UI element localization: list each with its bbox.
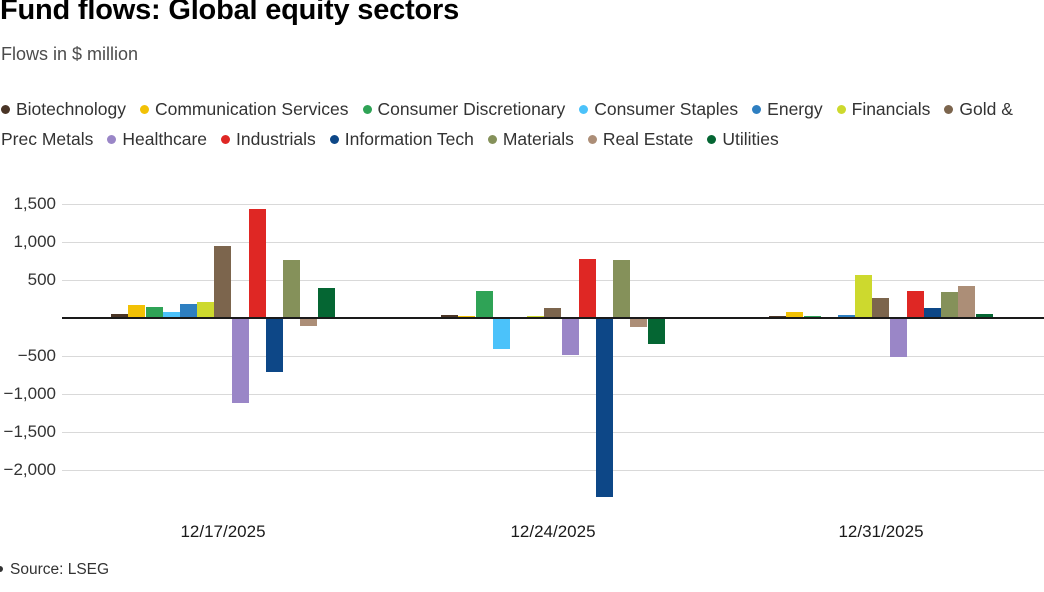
bar-gold-prec-metals-12-31-2025 <box>872 297 890 318</box>
legend-label: Financials <box>851 99 931 119</box>
bar-biotechnology-12-24-2025 <box>441 314 459 318</box>
bar-healthcare-12-24-2025 <box>561 319 579 355</box>
legend-item-consumer-staples: Consumer Staples <box>579 99 738 119</box>
legend-item-utilities: Utilities <box>707 129 779 149</box>
bar-financials-12-17-2025 <box>197 301 215 318</box>
legend-dot-icon <box>944 105 954 114</box>
bar-gold-prec-metals-12-24-2025 <box>544 307 562 318</box>
legend-label: Information Tech <box>344 129 474 149</box>
x-axis-tick-label: 12/24/2025 <box>510 522 596 541</box>
legend-item-industrials: Industrials <box>221 129 316 149</box>
bar-consumer-discretionary-12-17-2025 <box>145 306 163 318</box>
legend-dot-icon <box>1 105 10 114</box>
bar-materials-12-24-2025 <box>613 259 631 318</box>
bar-real-estate-12-31-2025 <box>958 285 976 318</box>
bar-industrials-12-17-2025 <box>248 208 266 318</box>
legend-dot-icon <box>221 135 231 144</box>
legend-label: Consumer Discretionary <box>377 99 566 119</box>
legend-item-communication-services: Communication Services <box>139 99 349 119</box>
legend-label: Communication Services <box>154 99 349 119</box>
bar-utilities-12-24-2025 <box>647 319 665 344</box>
bar-consumer-staples-12-17-2025 <box>162 311 180 318</box>
legend-label: Industrials <box>236 129 316 149</box>
legend-item-consumer-discretionary: Consumer Discretionary <box>362 99 566 119</box>
legend-label: Real Estate <box>602 129 694 149</box>
legend-item-financials: Financials <box>836 99 931 119</box>
y-axis-tick-label: 1,500 <box>13 193 56 213</box>
zero-line <box>62 316 1044 319</box>
chart-subtitle: Flows in $ million <box>1 44 139 64</box>
legend-label: Healthcare <box>122 129 208 149</box>
bar-consumer-discretionary-12-24-2025 <box>475 290 493 318</box>
legend-dot-icon <box>587 135 597 144</box>
legend-label: Gold & Prec Metals <box>1 99 1013 149</box>
legend-dot-icon <box>707 135 717 144</box>
bar-materials-12-31-2025 <box>941 291 959 318</box>
legend-dot-icon <box>487 135 497 144</box>
bar-gold-prec-metals-12-17-2025 <box>214 245 232 318</box>
legend-item-real-estate: Real Estate <box>587 129 694 149</box>
bar-materials-12-17-2025 <box>283 259 301 318</box>
legend-label: Biotechnology <box>16 99 126 119</box>
bar-real-estate-12-24-2025 <box>630 319 648 327</box>
bar-energy-12-17-2025 <box>180 303 197 318</box>
source-note: Source: LSEG <box>0 561 109 579</box>
legend-label: Materials <box>502 129 574 149</box>
gridline <box>62 393 1044 395</box>
bar-information-tech-12-24-2025 <box>596 319 613 497</box>
bar-healthcare-12-17-2025 <box>231 319 249 403</box>
legend: Biotechnology Communication Services Consu… <box>1 94 1043 154</box>
legend-item-materials: Materials <box>487 129 574 149</box>
y-axis-tick-label: −1,500 <box>3 421 56 441</box>
bar-healthcare-12-31-2025 <box>889 319 907 357</box>
legend-dot-icon <box>107 135 117 144</box>
legend-item-information-tech: Information Tech <box>329 129 474 149</box>
y-axis-tick-label: 1,000 <box>13 231 56 251</box>
y-axis-tick-label: −1,000 <box>3 383 56 403</box>
legend-dot-icon <box>752 105 762 114</box>
x-axis-tick-label: 12/17/2025 <box>180 522 266 541</box>
source-label: Source: LSEG <box>10 561 110 578</box>
legend-item-energy: Energy <box>752 99 823 119</box>
gridline <box>62 469 1044 471</box>
bullet-icon <box>0 566 3 572</box>
gridline <box>62 203 1044 205</box>
y-axis-tick-label: −500 <box>17 345 56 365</box>
legend-item-biotechnology: Biotechnology <box>1 99 126 119</box>
x-axis-tick-label: 12/31/2025 <box>838 522 924 541</box>
bar-utilities-12-17-2025 <box>317 287 335 318</box>
legend-dot-icon <box>579 105 589 114</box>
bar-communication-services-12-31-2025 <box>786 311 804 318</box>
chart-title: Fund flows: Global equity sectors <box>0 0 460 26</box>
legend-dot-icon <box>836 105 846 114</box>
bar-financials-12-31-2025 <box>855 274 873 318</box>
bar-biotechnology-12-17-2025 <box>111 313 129 318</box>
bar-real-estate-12-17-2025 <box>300 319 318 326</box>
legend-label: Consumer Staples <box>594 99 739 119</box>
legend-dot-icon <box>139 105 149 114</box>
legend-item-healthcare: Healthcare <box>107 129 207 149</box>
bar-information-tech-12-31-2025 <box>924 307 941 318</box>
legend-dot-icon <box>329 135 339 144</box>
bar-consumer-staples-12-24-2025 <box>492 319 510 349</box>
bar-energy-12-31-2025 <box>838 314 855 318</box>
legend-label: Energy <box>767 99 823 119</box>
gridline <box>62 355 1044 357</box>
legend-label: Utilities <box>722 129 779 149</box>
bar-industrials-12-24-2025 <box>578 258 596 318</box>
gridline <box>62 431 1044 433</box>
y-axis-tick-label: 500 <box>27 269 56 289</box>
bar-information-tech-12-17-2025 <box>266 319 283 372</box>
bar-communication-services-12-17-2025 <box>128 304 146 318</box>
bar-utilities-12-31-2025 <box>975 313 993 318</box>
gridline <box>62 279 1044 281</box>
chart-area: 1,500 1,000 500 −500 −1,000 −1,500 −2,000 12/1… <box>0 192 1044 560</box>
gridline <box>62 241 1044 243</box>
legend-dot-icon <box>362 105 372 114</box>
legend-item-gold-prec-metals: Gold & Prec Metals <box>1 99 1013 149</box>
y-axis-tick-label: −2,000 <box>3 459 56 479</box>
bar-industrials-12-31-2025 <box>906 290 924 318</box>
